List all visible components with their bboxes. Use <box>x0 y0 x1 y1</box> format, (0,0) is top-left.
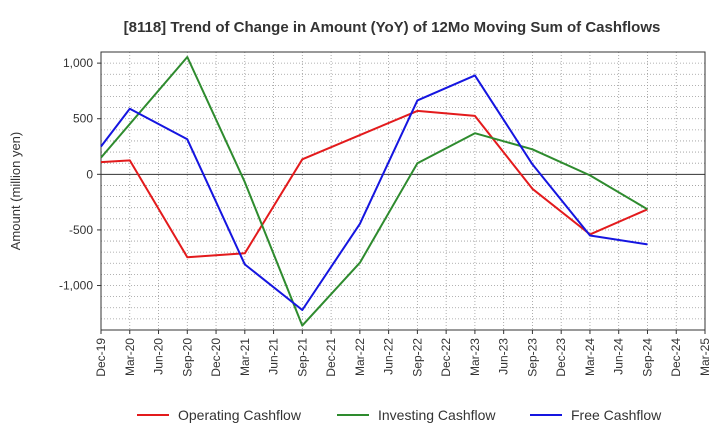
y-axis-label: Amount (million yen) <box>8 132 23 251</box>
series-line-free-cashflow <box>100 74 648 311</box>
legend-label: Free Cashflow <box>571 407 662 423</box>
x-tick-label: Dec-22 <box>439 338 453 377</box>
series-line-operating-cashflow <box>100 109 648 259</box>
x-tick-label: Dec-19 <box>94 338 108 377</box>
y-axis: 1,000 500 0 -500 -1,000 <box>59 56 101 293</box>
series-lines <box>100 56 649 327</box>
y-tick-label: 500 <box>73 112 93 126</box>
legend-label: Investing Cashflow <box>378 407 496 423</box>
x-tick-label: Jun-22 <box>382 338 396 375</box>
y-tick-label: 0 <box>86 167 93 181</box>
series-line-investing-cashflow <box>100 56 649 327</box>
x-tick-label: Jun-21 <box>267 338 281 375</box>
grid <box>101 51 705 330</box>
x-tick-label: Mar-25 <box>698 338 712 376</box>
x-tick-label: Dec-20 <box>209 338 223 377</box>
plot-frame <box>100 51 706 331</box>
x-tick-label: Sep-23 <box>525 338 539 377</box>
y-tick-label: -1,000 <box>59 279 93 293</box>
x-tick-label: Dec-24 <box>669 338 683 377</box>
x-tick-label: Jun-24 <box>612 338 626 375</box>
x-tick-label: Jun-23 <box>497 338 511 375</box>
y-tick-label: 1,000 <box>63 56 93 70</box>
x-tick-label: Jun-20 <box>152 338 166 375</box>
x-tick-label: Sep-20 <box>180 338 194 377</box>
legend-label: Operating Cashflow <box>178 407 302 423</box>
x-tick-label: Sep-22 <box>410 338 424 377</box>
x-tick-label: Dec-23 <box>554 338 568 377</box>
x-tick-label: Sep-24 <box>640 338 654 377</box>
x-axis: Dec-19 Mar-20 Jun-20 Sep-20 Dec-20 Mar-21 Jun-… <box>94 330 712 377</box>
x-tick-label: Mar-24 <box>583 338 597 376</box>
chart-title: [8118] Trend of Change in Amount (YoY) o… <box>124 19 661 36</box>
legend: Operating Cashflow Investing Cashflow Free… <box>137 407 662 423</box>
y-tick-label: -500 <box>69 223 93 237</box>
x-tick-label: Mar-23 <box>468 338 482 376</box>
x-tick-label: Dec-21 <box>324 338 338 377</box>
x-tick-label: Sep-21 <box>295 338 309 377</box>
x-tick-label: Mar-20 <box>123 338 137 376</box>
x-tick-label: Mar-21 <box>238 338 252 376</box>
x-tick-label: Mar-22 <box>353 338 367 376</box>
